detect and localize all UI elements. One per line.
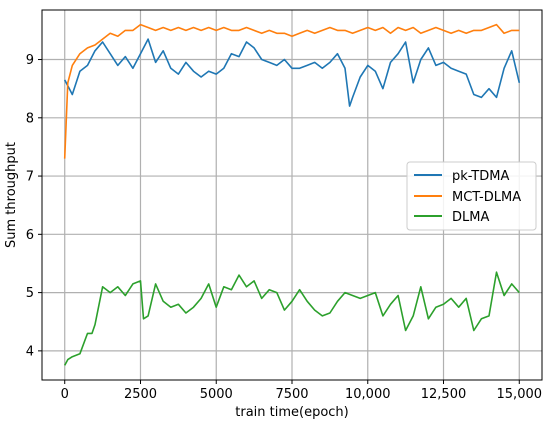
x-tick-label: 2500 (124, 387, 157, 402)
series-line-dlma (63, 271, 520, 366)
x-tick-label: 12,500 (421, 387, 467, 402)
series-line-pk-tdma (63, 38, 521, 107)
x-tick-label: 5000 (200, 387, 233, 402)
x-tick-label: 7500 (275, 387, 308, 402)
y-tick-label: 7 (26, 170, 34, 185)
legend-label-dlma: DLMA (452, 210, 489, 225)
legend-box (406, 161, 537, 231)
series-lines (63, 23, 521, 366)
legend-label-mct-dlma: MCT-DLMA (452, 190, 521, 205)
axis-ticks: 0 2500 5000 7500 10,000 12,500 15,000 4 5 6 7 8 9 (26, 53, 542, 402)
y-tick-label: 4 (26, 344, 34, 359)
y-tick-label: 9 (26, 53, 34, 68)
legend: pk-TDMA MCT-DLMA DLMA (406, 161, 537, 231)
legend-label-pk-tdma: pk-TDMA (452, 169, 509, 184)
y-axis-label: Sum throughput (4, 142, 19, 248)
y-tick-label: 8 (26, 111, 34, 126)
x-axis-label: train time(epoch) (235, 405, 349, 420)
series-line-mct-dlma (63, 23, 520, 159)
x-tick-label: 15,000 (497, 387, 543, 402)
x-tick-label: 0 (61, 387, 69, 402)
y-tick-label: 6 (26, 228, 34, 243)
y-tick-label: 5 (26, 286, 34, 301)
x-tick-label: 10,000 (345, 387, 391, 402)
